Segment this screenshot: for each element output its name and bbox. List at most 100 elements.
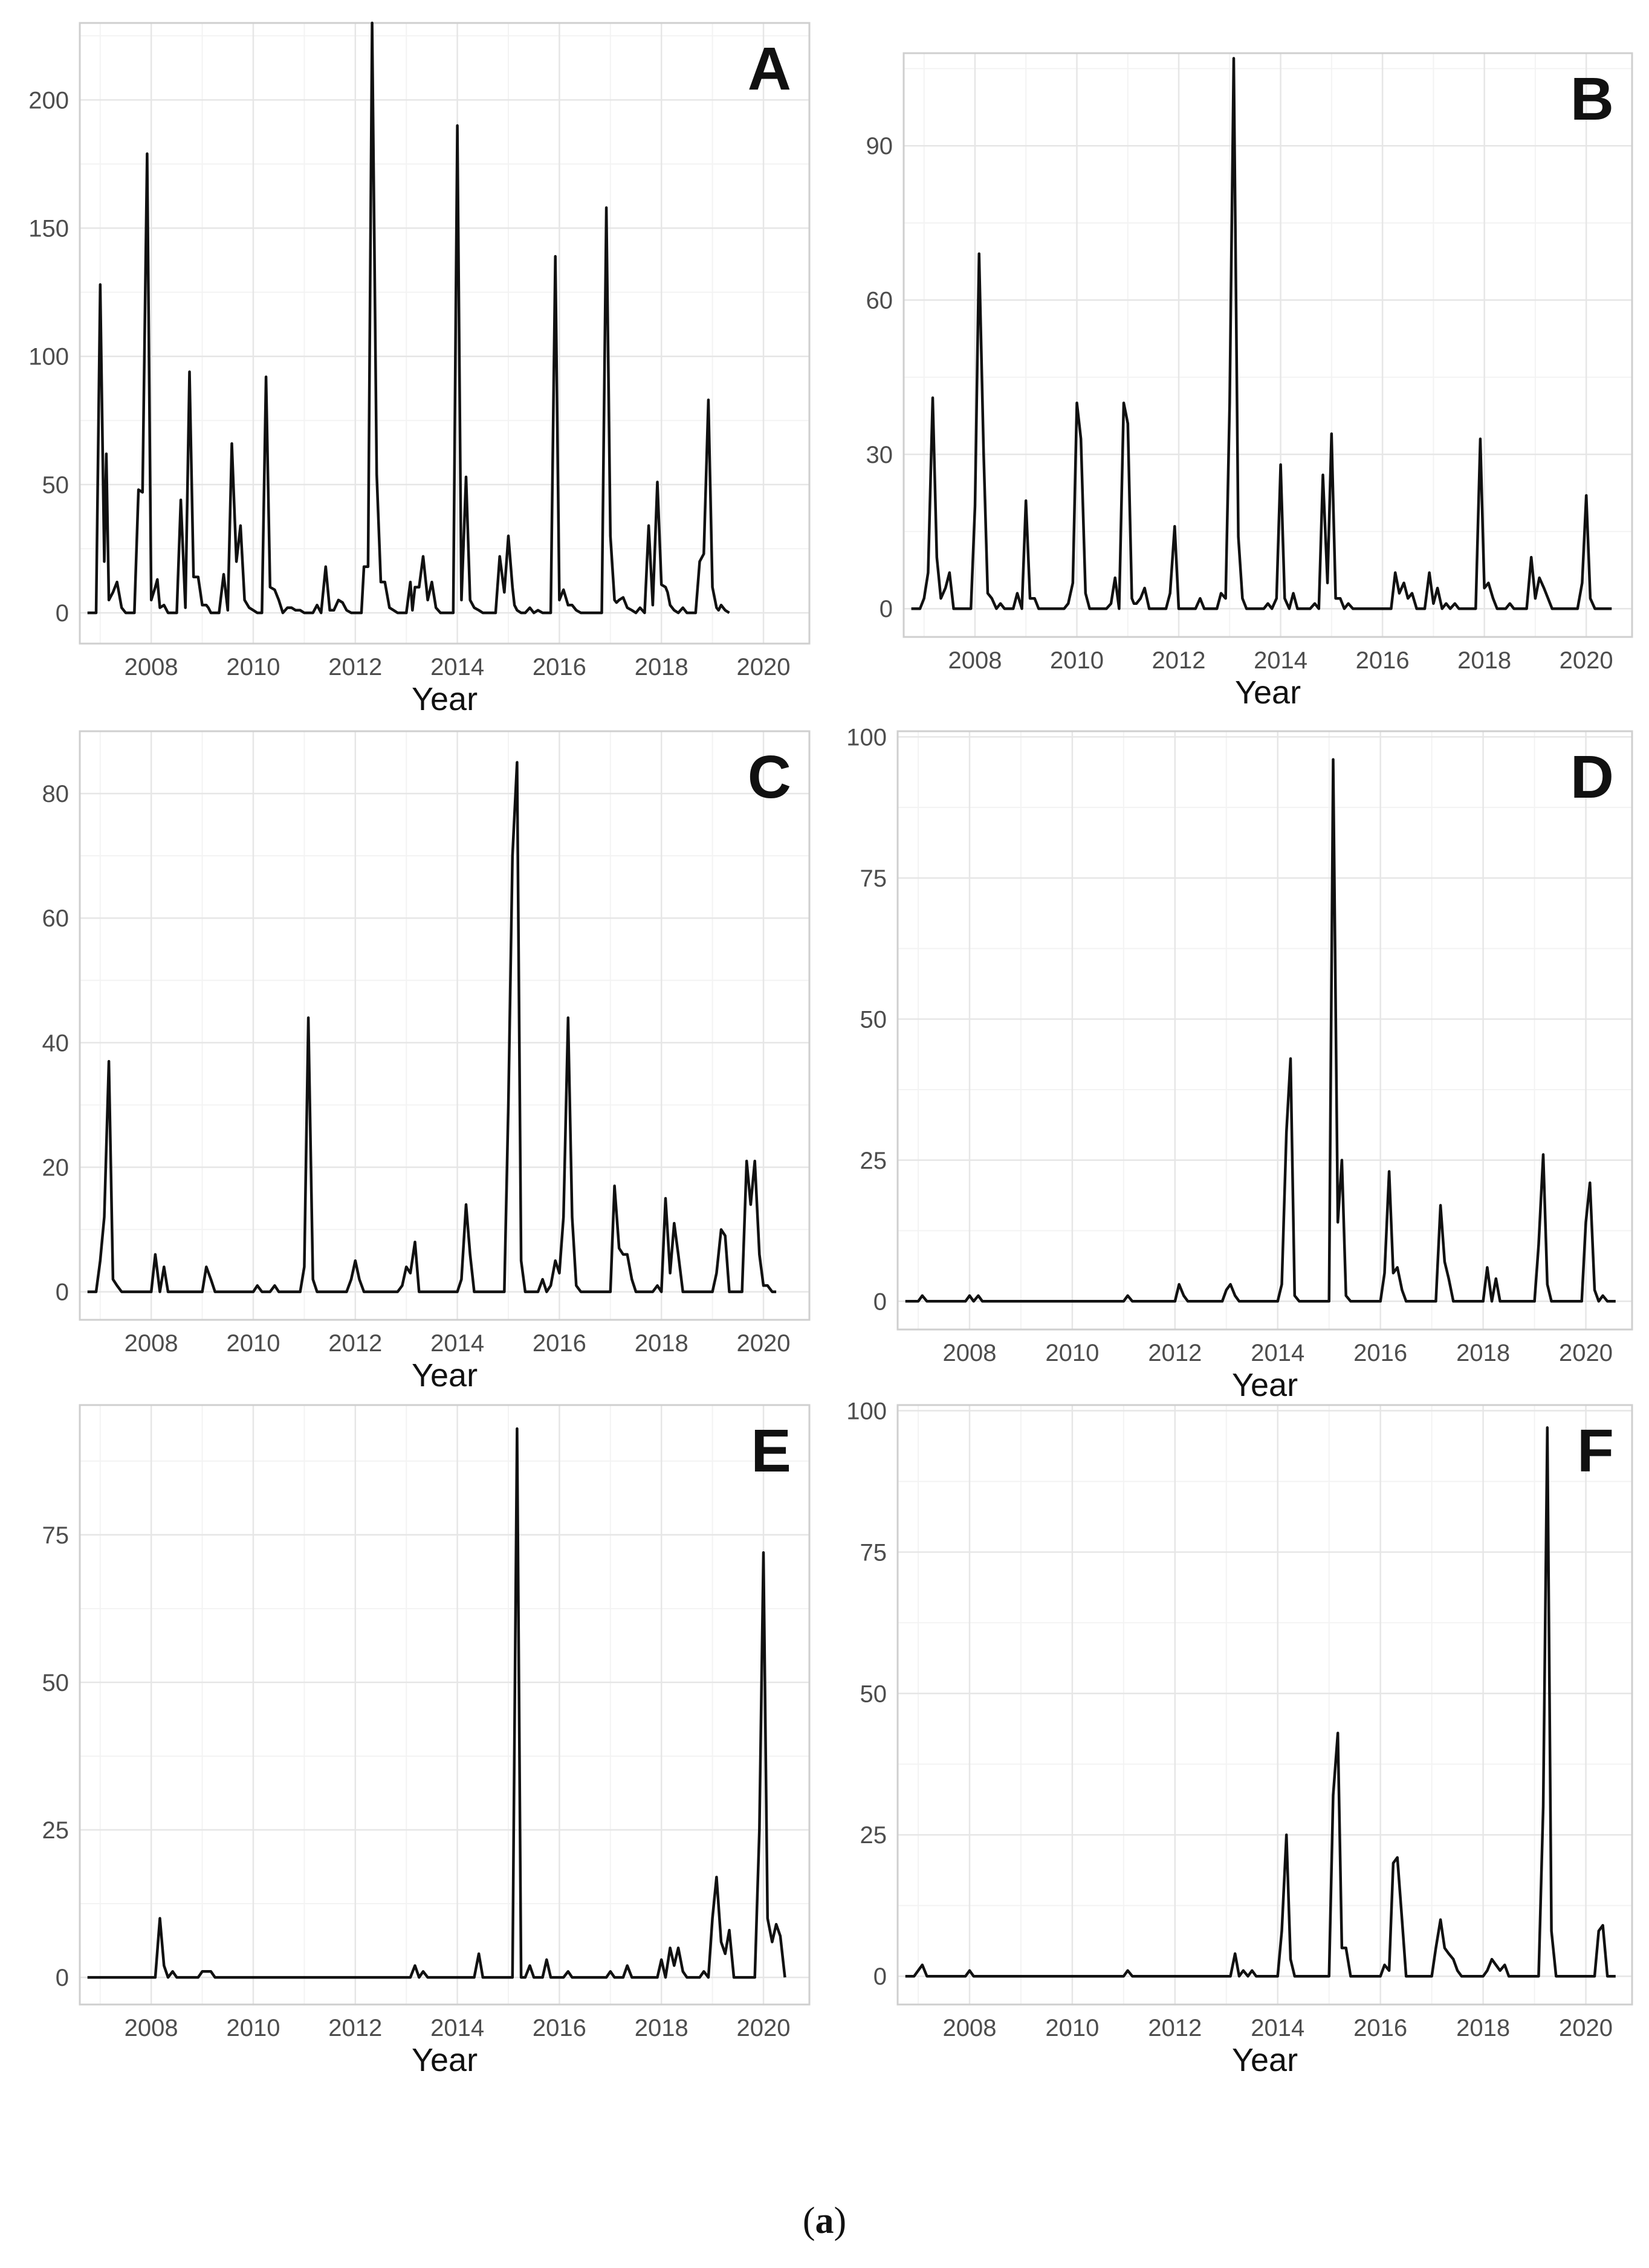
panel-b-x-tick-label: 2018 <box>1457 647 1511 674</box>
panel-a-y-tick-label: 50 <box>42 472 70 499</box>
panel-a-x-tick-label: 2014 <box>430 654 484 680</box>
panel-c-y-tick-label: 0 <box>56 1279 69 1306</box>
panel-d-series-line <box>905 758 1616 1303</box>
panel-e-y-tick-label: 25 <box>42 1817 70 1844</box>
panel-f-y-tick-label: 100 <box>846 1398 887 1424</box>
panel-d-x-tick-label: 2012 <box>1148 1340 1202 1366</box>
panel-d-x-tick-label: 2008 <box>942 1340 996 1366</box>
panel-f-y-tick-label: 0 <box>873 1963 887 1990</box>
panel-e-x-tick-label: 2008 <box>125 2015 178 2041</box>
panel-d-x-axis-title: Year <box>1232 1367 1298 1403</box>
panel-d-y-tick-label: 50 <box>860 1006 887 1033</box>
panel-e: 2008 2010 2012 2014 2016 2018 2020 0 25 50 75 Year E <box>42 1404 811 2078</box>
panel-d-y-tick-label: 25 <box>860 1148 887 1174</box>
panel-a: 2008 2010 2012 2014 2016 2018 2020 0 50 100 150 200… <box>28 21 811 717</box>
panel-f-x-axis-title: Year <box>1232 2042 1298 2078</box>
panel-c-x-tick-label: 2020 <box>737 1330 791 1357</box>
panel-a-minor-grid <box>80 23 809 644</box>
panel-a-border <box>79 22 811 645</box>
panel-d-border <box>896 730 1633 1331</box>
panel-a-y-tick-label: 100 <box>28 344 69 370</box>
panel-a-x-tick-label: 2012 <box>328 654 382 680</box>
panel-d-x-tick-label: 2014 <box>1251 1340 1304 1366</box>
panel-f-border <box>896 1404 1633 2006</box>
panel-b-x-tick-label: 2020 <box>1560 647 1613 674</box>
panel-b-x-tick-label: 2008 <box>948 647 1002 674</box>
panel-e-x-tick-label: 2012 <box>328 2015 382 2041</box>
panel-e-label: E <box>751 1417 791 1485</box>
panel-d-minor-grid <box>898 731 1632 1329</box>
panel-f-x-tick-label: 2018 <box>1456 2015 1510 2041</box>
panel-f-x-tick-label: 2012 <box>1148 2015 1202 2041</box>
panel-d-y-tick-label: 100 <box>846 724 887 751</box>
panel-b-series-line <box>911 57 1612 610</box>
panel-f-label: F <box>1577 1417 1614 1485</box>
figure-caption: (a) <box>802 2200 847 2241</box>
panel-c-x-tick-label: 2008 <box>125 1330 178 1357</box>
panel-c-y-tick-label: 80 <box>42 781 70 807</box>
panel-a-x-tick-label: 2016 <box>533 654 586 680</box>
panel-c-label: C <box>748 743 791 811</box>
panel-e-x-tick-label: 2018 <box>635 2015 688 2041</box>
panel-f-x-tick-label: 2010 <box>1045 2015 1099 2041</box>
panel-a-y-tick-label: 200 <box>28 87 69 114</box>
panel-c-series-line <box>87 761 777 1293</box>
panel-c-y-tick-label: 20 <box>42 1154 70 1181</box>
panel-a-label: A <box>748 35 791 103</box>
panel-a-x-tick-label: 2010 <box>226 654 280 680</box>
panel-f-y-tick-label: 25 <box>860 1822 887 1849</box>
panel-f-x-tick-label: 2020 <box>1559 2015 1613 2041</box>
panel-b-y-tick-label: 0 <box>880 596 893 622</box>
panel-d-y-tick-label: 75 <box>860 865 887 892</box>
panel-f-x-tick-label: 2016 <box>1353 2015 1407 2041</box>
panel-d-x-tick-label: 2010 <box>1045 1340 1099 1366</box>
panel-c-x-tick-label: 2014 <box>430 1330 484 1357</box>
panel-e-y-tick-label: 0 <box>56 1965 69 1991</box>
panel-b-x-tick-label: 2010 <box>1050 647 1104 674</box>
panel-f-y-tick-label: 50 <box>860 1681 887 1707</box>
panel-e-x-tick-label: 2010 <box>226 2015 280 2041</box>
panel-b-y-tick-label: 90 <box>866 133 893 160</box>
panel-c-y-tick-label: 60 <box>42 905 70 932</box>
panel-a-x-tick-label: 2008 <box>125 654 178 680</box>
panel-c-x-axis-title: Year <box>412 1357 478 1394</box>
panel-d-x-tick-label: 2020 <box>1559 1340 1613 1366</box>
panel-f-series-line <box>905 1426 1616 1978</box>
panel-e-minor-grid <box>80 1405 809 2005</box>
panel-d-y-tick-label: 0 <box>873 1288 887 1315</box>
panel-b-y-tick-label: 60 <box>866 288 893 314</box>
panel-e-x-tick-label: 2020 <box>737 2015 791 2041</box>
panel-a-series-line <box>87 21 730 615</box>
panel-b-x-axis-title: Year <box>1235 674 1301 711</box>
panel-c-x-tick-label: 2018 <box>635 1330 688 1357</box>
panel-c-x-tick-label: 2012 <box>328 1330 382 1357</box>
panel-d-x-tick-label: 2016 <box>1353 1340 1407 1366</box>
panel-c-y-tick-label: 40 <box>42 1030 70 1056</box>
panel-a-x-tick-label: 2018 <box>635 654 688 680</box>
panel-d: 2008 2010 2012 2014 2016 2018 2020 0 25 50 75 100 Ye… <box>846 724 1633 1403</box>
panel-a-y-tick-label: 0 <box>56 600 69 627</box>
panel-e-x-axis-title: Year <box>412 2042 478 2078</box>
panel-c-x-tick-label: 2016 <box>533 1330 586 1357</box>
panel-c: 2008 2010 2012 2014 2016 2018 2020 0 20 40 60 80 Yea… <box>42 730 811 1394</box>
panel-f-y-tick-label: 75 <box>860 1539 887 1566</box>
panel-e-y-tick-label: 75 <box>42 1522 70 1549</box>
panel-b-x-tick-label: 2014 <box>1254 647 1307 674</box>
panel-d-x-tick-label: 2018 <box>1456 1340 1510 1366</box>
panel-b-x-tick-label: 2012 <box>1152 647 1206 674</box>
panel-b-minor-grid <box>904 53 1632 637</box>
panel-f-x-tick-label: 2014 <box>1251 2015 1304 2041</box>
panel-c-minor-grid <box>80 731 809 1320</box>
panel-c-x-tick-label: 2010 <box>226 1330 280 1357</box>
panel-e-border <box>79 1404 811 2006</box>
panel-e-y-tick-label: 50 <box>42 1670 70 1696</box>
panel-b: 2008 2010 2012 2014 2016 2018 2020 0 30 60 90 Year B <box>866 52 1633 711</box>
panel-b-y-tick-label: 30 <box>866 442 893 468</box>
panel-d-label: D <box>1570 743 1614 811</box>
panel-b-border <box>902 52 1633 638</box>
panel-e-x-tick-label: 2016 <box>533 2015 586 2041</box>
panel-b-x-tick-label: 2016 <box>1356 647 1410 674</box>
panel-f-minor-grid <box>898 1405 1632 2005</box>
panel-f: 2008 2010 2012 2014 2016 2018 2020 0 25 50 75 100 Ye… <box>846 1398 1633 2078</box>
